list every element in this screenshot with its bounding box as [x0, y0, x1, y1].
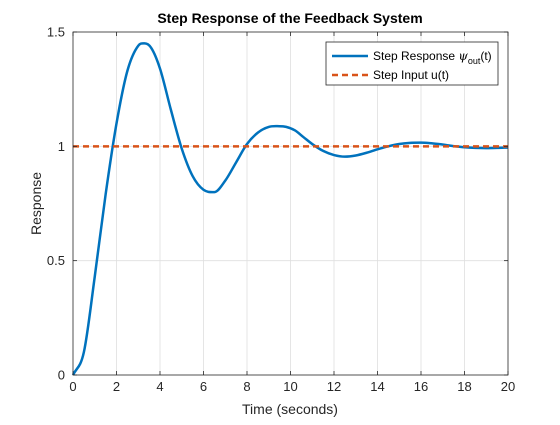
- legend-label-step-response-main: Step Response: [373, 49, 458, 63]
- legend-label-step-response: Step Response ψout(t): [373, 49, 492, 66]
- x-tick-label: 2: [113, 379, 120, 394]
- y-tick-label: 0: [58, 368, 65, 383]
- ticks: [72, 31, 509, 376]
- x-tick-label: 6: [200, 379, 207, 394]
- x-tick-label: 18: [457, 379, 471, 394]
- y-tick-label: 1.5: [47, 25, 65, 40]
- x-tick-label: 0: [69, 379, 76, 394]
- chart-title: Step Response of the Feedback System: [157, 10, 422, 26]
- x-tick-label: 12: [327, 379, 341, 394]
- x-tick-label: 20: [501, 379, 515, 394]
- x-tick-label: 8: [243, 379, 250, 394]
- legend-label-psi: ψ: [458, 49, 468, 63]
- legend-label-tail: (t): [480, 49, 491, 63]
- legend-label-step-input: Step Input u(t): [373, 68, 449, 82]
- legend-box: [325, 41, 499, 86]
- y-axis-label: Response: [28, 172, 44, 235]
- y-tick-label: 0.5: [47, 253, 65, 268]
- x-tick-label: 4: [156, 379, 163, 394]
- x-tick-label: 16: [414, 379, 428, 394]
- legend-label-subscript: out: [468, 56, 481, 66]
- series-layer: [71, 42, 509, 376]
- tick-labels: 0 2 4 6 8 10 12 14 16 18 20 0 0.5 1 1.5: [47, 25, 515, 395]
- y-tick-label: 1: [58, 139, 65, 154]
- x-tick-label: 10: [283, 379, 297, 394]
- series-line-step-response: [71, 42, 509, 376]
- grid: [73, 32, 508, 375]
- x-tick-label: 14: [370, 379, 384, 394]
- legend: Step Response ψout(t) Step Input u(t): [325, 41, 499, 86]
- x-axis-label: Time (seconds): [242, 401, 338, 417]
